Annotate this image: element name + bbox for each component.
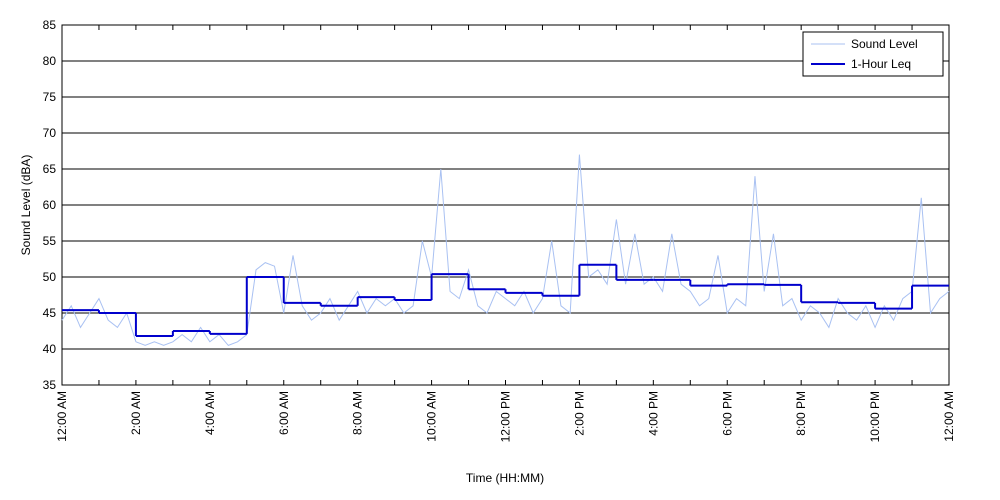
sound-line [61, 154, 950, 346]
y-tick-label: 75 [43, 90, 57, 104]
x-tick-label: 2:00 PM [572, 391, 586, 436]
x-tick-label: 8:00 PM [794, 391, 808, 436]
x-axis-label: Time (HH:MM) [466, 471, 544, 485]
x-tick-label: 8:00 AM [351, 391, 365, 435]
y-tick-label: 55 [43, 234, 57, 248]
x-tick-label: 12:00 PM [499, 391, 513, 442]
x-tick-label: 10:00 PM [868, 391, 882, 442]
y-tick-label: 70 [43, 126, 57, 140]
y-tick-label: 65 [43, 162, 57, 176]
legend-label: 1-Hour Leq [851, 57, 911, 71]
y-tick-label: 60 [43, 198, 57, 212]
x-tick-label: 4:00 AM [203, 391, 217, 435]
legend-label: Sound Level [851, 37, 918, 51]
x-tick-label: 12:00 AM [55, 391, 69, 442]
x-tick-label: 6:00 PM [720, 391, 734, 436]
x-tick-label: 4:00 PM [646, 391, 660, 436]
x-tick-label: 10:00 AM [425, 391, 439, 442]
y-tick-label: 85 [43, 18, 57, 32]
x-tick-label: 12:00 AM [942, 391, 956, 442]
legend-box [802, 31, 944, 77]
y-tick-label: 40 [43, 342, 57, 356]
y-axis-label: Sound Level (dBA) [19, 155, 33, 256]
y-tick-label: 50 [43, 270, 57, 284]
y-tick-label: 35 [43, 378, 57, 392]
y-tick-label: 80 [43, 54, 57, 68]
y-tick-label: 45 [43, 306, 57, 320]
x-tick-label: 6:00 AM [277, 391, 291, 435]
x-tick-label: 2:00 AM [129, 391, 143, 435]
